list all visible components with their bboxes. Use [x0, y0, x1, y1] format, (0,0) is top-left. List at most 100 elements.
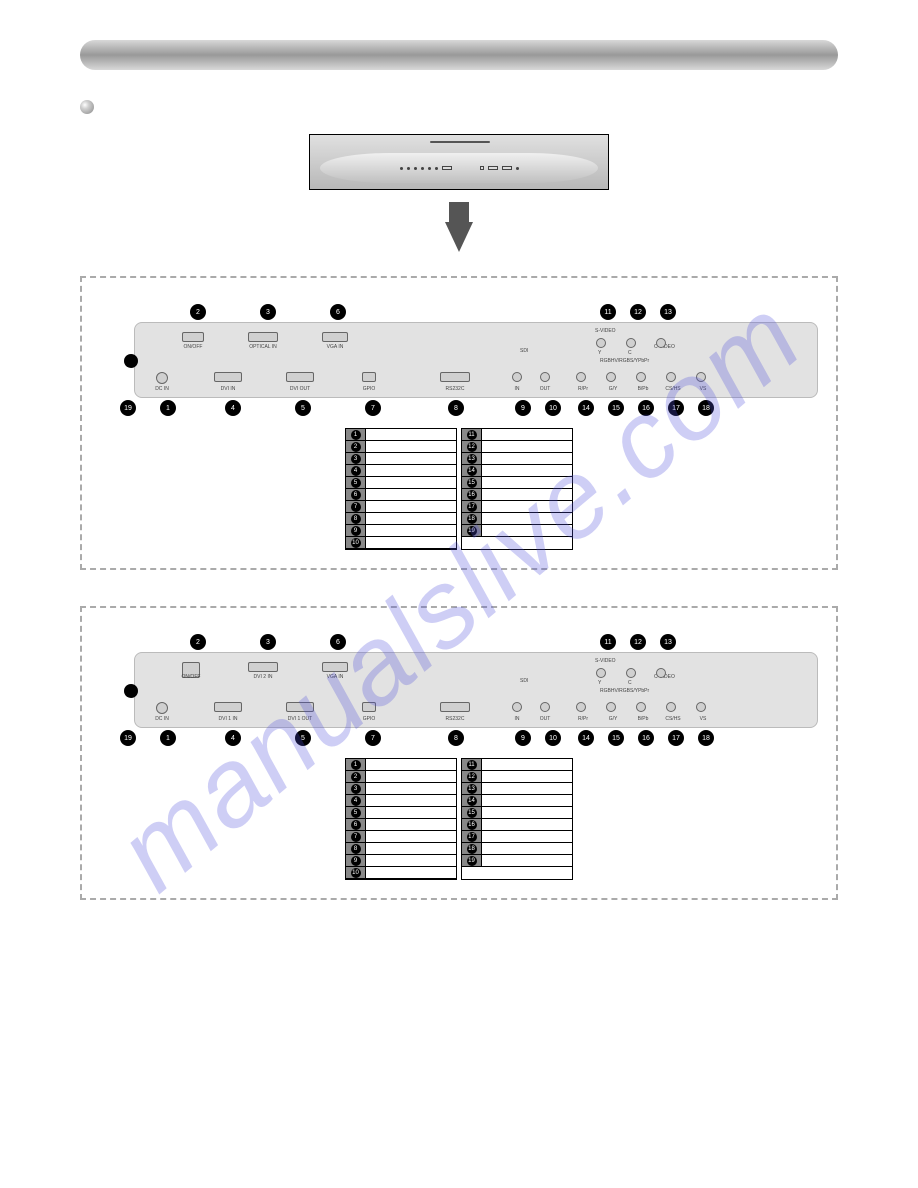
bnc-port-icon	[626, 668, 636, 678]
port-label: IN	[506, 716, 528, 722]
callout-circle: 4	[225, 400, 241, 416]
port-label: B/Pb	[632, 716, 654, 722]
legend-number: 1	[351, 430, 361, 440]
callout-circle: 14	[578, 400, 594, 416]
port-label: DVI IN	[208, 386, 248, 392]
bnc-port-icon	[596, 668, 606, 678]
callout-circle: 6	[330, 304, 346, 320]
legend-text	[482, 465, 572, 477]
device-top-view	[309, 134, 609, 190]
port-label: R/Pr	[572, 386, 594, 392]
panel-block: 23611121319145789101415161718ON/OFFDVI 2…	[80, 606, 838, 900]
legend-row: 9	[346, 525, 456, 537]
header-bar	[80, 40, 838, 70]
port-label: DVI 1 IN	[208, 716, 248, 722]
port-label: DVI OUT	[280, 386, 320, 392]
panels-container: 23611121319145789101415161718ON/OFFOPTIC…	[80, 276, 838, 900]
port-label: DVI 1 OUT	[280, 716, 320, 722]
bnc-port-icon	[596, 338, 606, 348]
legend-text	[482, 453, 572, 465]
legend-number: 6	[351, 820, 361, 830]
legend-text	[366, 513, 456, 525]
group-label: RGBHV/RGBS/YPbPr	[600, 688, 649, 694]
legend-number: 18	[467, 514, 477, 524]
legend-number: 13	[467, 784, 477, 794]
legend-row: 6	[346, 819, 456, 831]
legend-number: 6	[351, 490, 361, 500]
port-icon	[540, 702, 550, 712]
callout-circle: 5	[295, 400, 311, 416]
legend-number: 8	[351, 514, 361, 524]
legend-number: 16	[467, 490, 477, 500]
callout-circle: 10	[545, 400, 561, 416]
port-icon	[440, 372, 470, 382]
legend-number: 15	[467, 478, 477, 488]
device-front-panel	[320, 153, 598, 183]
callout-circle: 15	[608, 730, 624, 746]
port-icon	[512, 372, 522, 382]
port-label: RS232C	[434, 716, 476, 722]
legend-row: 17	[462, 831, 572, 843]
port-icon	[440, 702, 470, 712]
legend-row: 16	[462, 489, 572, 501]
legend-number: 9	[351, 856, 361, 866]
legend-text	[482, 525, 572, 537]
legend-text	[366, 489, 456, 501]
callout-circle: 11	[600, 634, 616, 650]
legend-row: 15	[462, 477, 572, 489]
legend-row: 1	[346, 759, 456, 771]
legend-number: 16	[467, 820, 477, 830]
bnc-port-icon	[666, 702, 676, 712]
legend-column: 12345678910	[345, 758, 457, 880]
legend-text	[366, 525, 456, 537]
legend-column: 1112 13 141516171819	[461, 758, 573, 880]
group-label: SDI	[520, 348, 528, 354]
port-label: VGA IN	[316, 674, 354, 680]
callout-circle: 8	[448, 730, 464, 746]
legend-row: 12	[462, 771, 572, 783]
legend-row: 13	[462, 453, 572, 465]
port-label: CS/HS	[662, 716, 684, 722]
legend-text	[366, 783, 456, 795]
legend-column: 12345678910	[345, 428, 457, 550]
legend-text	[482, 783, 572, 795]
legend-row: 11	[462, 759, 572, 771]
group-label: RGBHV/RGBS/YPbPr	[600, 358, 649, 364]
legend-row: 18	[462, 843, 572, 855]
legend-number: 14	[467, 796, 477, 806]
legend-row: 19	[462, 855, 572, 867]
device-slot	[430, 141, 490, 143]
callout-circle: 12	[630, 634, 646, 650]
arrow-down-icon	[445, 222, 473, 252]
legend-row: 15	[462, 807, 572, 819]
legend-row: 14	[462, 795, 572, 807]
port-icon	[362, 372, 376, 382]
port-icon	[362, 702, 376, 712]
legend-number: 11	[467, 430, 477, 440]
legend-text	[366, 441, 456, 453]
port-label: OUT	[534, 386, 556, 392]
port-label: OUT	[534, 716, 556, 722]
panel-block: 23611121319145789101415161718ON/OFFOPTIC…	[80, 276, 838, 570]
legend-text	[366, 453, 456, 465]
legend-number: 4	[351, 796, 361, 806]
legend-text	[366, 855, 456, 867]
legend-number: 12	[467, 772, 477, 782]
legend-text	[366, 831, 456, 843]
legend-text	[482, 795, 572, 807]
legend-text	[482, 819, 572, 831]
bnc-port-icon	[656, 668, 666, 678]
legend-row: 4	[346, 795, 456, 807]
port-label: B/Pb	[632, 386, 654, 392]
legend-number: 5	[351, 808, 361, 818]
legend-text	[482, 489, 572, 501]
port-label: DC IN	[150, 716, 174, 722]
group-label: Y	[598, 350, 601, 356]
legend-text	[366, 807, 456, 819]
legend-text	[482, 771, 572, 783]
port-icon	[214, 702, 242, 712]
connector-panel: 23611121319145789101415161718ON/OFFOPTIC…	[100, 300, 818, 420]
legend-number: 14	[467, 466, 477, 476]
port-label: CS/HS	[662, 386, 684, 392]
port-label: IN	[506, 386, 528, 392]
